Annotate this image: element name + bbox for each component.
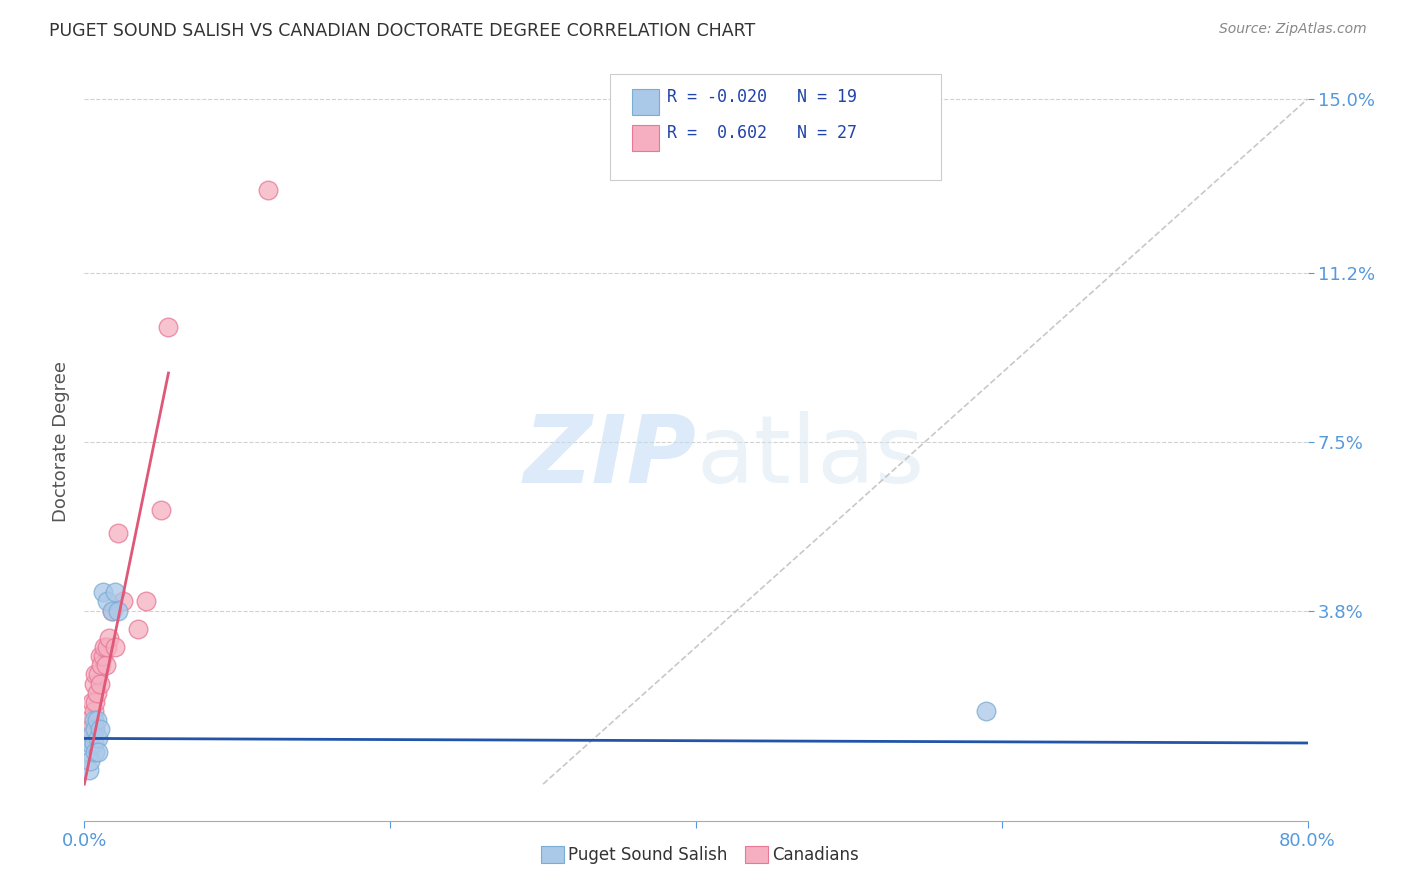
Point bbox=[79, 736, 101, 750]
Point bbox=[91, 585, 114, 599]
Point bbox=[77, 764, 100, 778]
Point bbox=[84, 695, 107, 709]
Point bbox=[90, 658, 112, 673]
Point bbox=[96, 640, 118, 654]
Text: Source: ZipAtlas.com: Source: ZipAtlas.com bbox=[1219, 22, 1367, 37]
Point bbox=[83, 704, 105, 718]
Bar bbox=[633, 89, 659, 115]
Point bbox=[107, 603, 129, 617]
Point bbox=[84, 667, 107, 681]
Text: ZIP: ZIP bbox=[523, 410, 696, 503]
Point bbox=[80, 727, 103, 741]
Text: atlas: atlas bbox=[696, 410, 924, 503]
Text: R = -0.020   N = 19: R = -0.020 N = 19 bbox=[666, 87, 856, 105]
Text: R =  0.602   N = 27: R = 0.602 N = 27 bbox=[666, 124, 856, 142]
Point bbox=[111, 594, 134, 608]
Point bbox=[77, 745, 100, 759]
Point bbox=[89, 649, 111, 664]
Point bbox=[97, 631, 120, 645]
Bar bbox=[633, 126, 659, 151]
Text: Canadians: Canadians bbox=[772, 846, 859, 863]
Point bbox=[84, 745, 107, 759]
Point bbox=[157, 320, 180, 334]
Point bbox=[104, 585, 127, 599]
Point bbox=[107, 525, 129, 540]
Text: PUGET SOUND SALISH VS CANADIAN DOCTORATE DEGREE CORRELATION CHART: PUGET SOUND SALISH VS CANADIAN DOCTORATE… bbox=[49, 22, 755, 40]
Point bbox=[79, 754, 101, 768]
Point bbox=[91, 649, 114, 664]
Point bbox=[149, 503, 172, 517]
Point bbox=[83, 736, 105, 750]
Text: Puget Sound Salish: Puget Sound Salish bbox=[568, 846, 727, 863]
Point bbox=[83, 713, 105, 727]
Point bbox=[86, 713, 108, 727]
Y-axis label: Doctorate Degree: Doctorate Degree bbox=[52, 361, 70, 522]
Point bbox=[79, 723, 101, 737]
Point bbox=[127, 622, 149, 636]
Point bbox=[80, 695, 103, 709]
Point bbox=[89, 723, 111, 737]
Point bbox=[976, 704, 998, 718]
Point bbox=[96, 594, 118, 608]
Point bbox=[83, 676, 105, 690]
Point bbox=[94, 658, 117, 673]
Point bbox=[93, 640, 115, 654]
Point bbox=[77, 713, 100, 727]
Point bbox=[101, 603, 124, 617]
Point bbox=[257, 183, 280, 197]
Point bbox=[89, 676, 111, 690]
Point bbox=[87, 745, 110, 759]
Point bbox=[87, 731, 110, 746]
FancyBboxPatch shape bbox=[610, 74, 941, 180]
Point bbox=[86, 686, 108, 700]
Point bbox=[87, 667, 110, 681]
Point bbox=[84, 723, 107, 737]
Point bbox=[135, 594, 157, 608]
Point bbox=[76, 731, 98, 746]
Point bbox=[104, 640, 127, 654]
Point bbox=[101, 603, 124, 617]
